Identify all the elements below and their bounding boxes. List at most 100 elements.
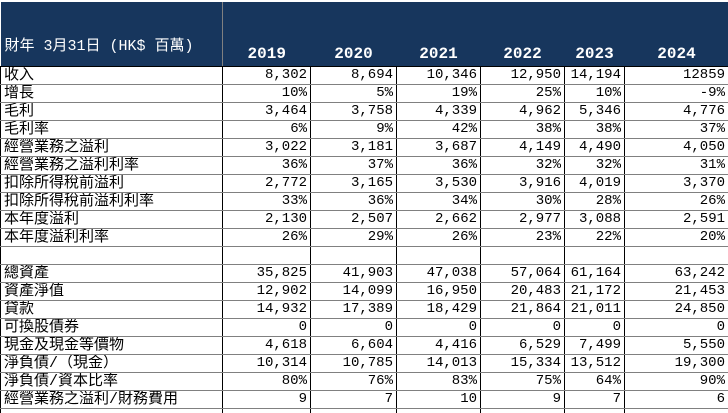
cell-value: 33% (223, 193, 311, 211)
cell-value: 4,339 (397, 103, 481, 121)
cell-value (397, 247, 481, 265)
cell-value: 4,776 (625, 103, 728, 121)
year-header-2020: 2020 (311, 1, 397, 67)
cell-value: 3,687 (397, 139, 481, 157)
cell-value: 0 (565, 319, 625, 337)
stub-cell (565, 409, 625, 413)
cell-value: 17,389 (311, 301, 397, 319)
cell-value: 12859 (625, 67, 728, 85)
cell-value: 4,962 (481, 103, 565, 121)
row-label: 經營業務之溢利/財務費用 (1, 391, 223, 409)
row-label: 貸款 (1, 301, 223, 319)
cell-value: 21,864 (481, 301, 565, 319)
cell-value: 9 (481, 391, 565, 409)
row-label: 經營業務之溢利利率 (1, 157, 223, 175)
cell-value: 64% (565, 373, 625, 391)
cell-value: 42% (397, 121, 481, 139)
cell-value: 22% (565, 229, 625, 247)
cell-value: 76% (311, 373, 397, 391)
row-label: 毛利率 (1, 121, 223, 139)
row-label: 淨負債/資本比率 (1, 373, 223, 391)
cell-value: 7,499 (565, 337, 625, 355)
cell-value: 26% (223, 229, 311, 247)
stub-cell (223, 409, 311, 413)
cell-value (481, 247, 565, 265)
cell-value: 4,618 (223, 337, 311, 355)
stub-cell (481, 409, 565, 413)
cell-value: 0 (397, 319, 481, 337)
cell-value: 21,011 (565, 301, 625, 319)
cell-value: 20,483 (481, 283, 565, 301)
cell-value: 30% (481, 193, 565, 211)
cell-value: 19% (397, 85, 481, 103)
cell-value: 4,416 (397, 337, 481, 355)
row-label: 本年度溢利 (1, 211, 223, 229)
cell-value: 3,916 (481, 175, 565, 193)
cell-value: 37% (311, 157, 397, 175)
cell-value: 63,242 (625, 265, 728, 283)
cell-value: 7 (565, 391, 625, 409)
cell-value: 12,902 (223, 283, 311, 301)
cell-value: 14,194 (565, 67, 625, 85)
row-label (1, 247, 223, 265)
cell-value: 6 (625, 391, 728, 409)
cell-value: 10% (223, 85, 311, 103)
cell-value: 32% (565, 157, 625, 175)
cell-value: 3,530 (397, 175, 481, 193)
cell-value: 2,130 (223, 211, 311, 229)
cell-value (625, 247, 728, 265)
cell-value: 10,346 (397, 67, 481, 85)
cell-value (223, 247, 311, 265)
cell-value: 0 (311, 319, 397, 337)
row-label: 扣除所得稅前溢利利率 (1, 193, 223, 211)
year-header-2019: 2019 (223, 1, 311, 67)
header-row: 財年 3月31日 (HK$ 百萬) 2019 2020 2021 2022 20… (1, 1, 728, 67)
cell-value: 75% (481, 373, 565, 391)
year-header-2023: 2023 (565, 1, 625, 67)
cell-value: 4,050 (625, 139, 728, 157)
cell-value: 34% (397, 193, 481, 211)
cell-value: 3,022 (223, 139, 311, 157)
cell-value: 5,346 (565, 103, 625, 121)
row-label: 扣除所得稅前溢利 (1, 175, 223, 193)
row-label: 本年度溢利利率 (1, 229, 223, 247)
cutoff-stub-row (1, 409, 728, 413)
cell-value: 3,464 (223, 103, 311, 121)
cell-value: 38% (481, 121, 565, 139)
cell-value: 3,758 (311, 103, 397, 121)
cell-value: 8,302 (223, 67, 311, 85)
row-label: 增長 (1, 85, 223, 103)
cell-value: 15,334 (481, 355, 565, 373)
cell-value: 25% (481, 85, 565, 103)
row-label: 可換股債券 (1, 319, 223, 337)
cell-value: 5% (311, 85, 397, 103)
cell-value: 0 (625, 319, 728, 337)
cell-value: 13,512 (565, 355, 625, 373)
cell-value: 12,950 (481, 67, 565, 85)
row-label: 收入 (1, 67, 223, 85)
cell-value: 3,370 (625, 175, 728, 193)
cell-value: 7 (311, 391, 397, 409)
cell-value: 0 (223, 319, 311, 337)
row-label: 毛利 (1, 103, 223, 121)
stub-cell (625, 409, 728, 413)
cell-value: 10% (565, 85, 625, 103)
cell-value: 3,181 (311, 139, 397, 157)
cell-value: 10,785 (311, 355, 397, 373)
cell-value: 61,164 (565, 265, 625, 283)
cell-value: 32% (481, 157, 565, 175)
year-header-2024: 2024 (625, 1, 728, 67)
table-header: 財年 3月31日 (HK$ 百萬) 2019 2020 2021 2022 20… (1, 1, 728, 67)
stub-cell (1, 409, 223, 413)
cell-value: 24,850 (625, 301, 728, 319)
cell-value (565, 247, 625, 265)
